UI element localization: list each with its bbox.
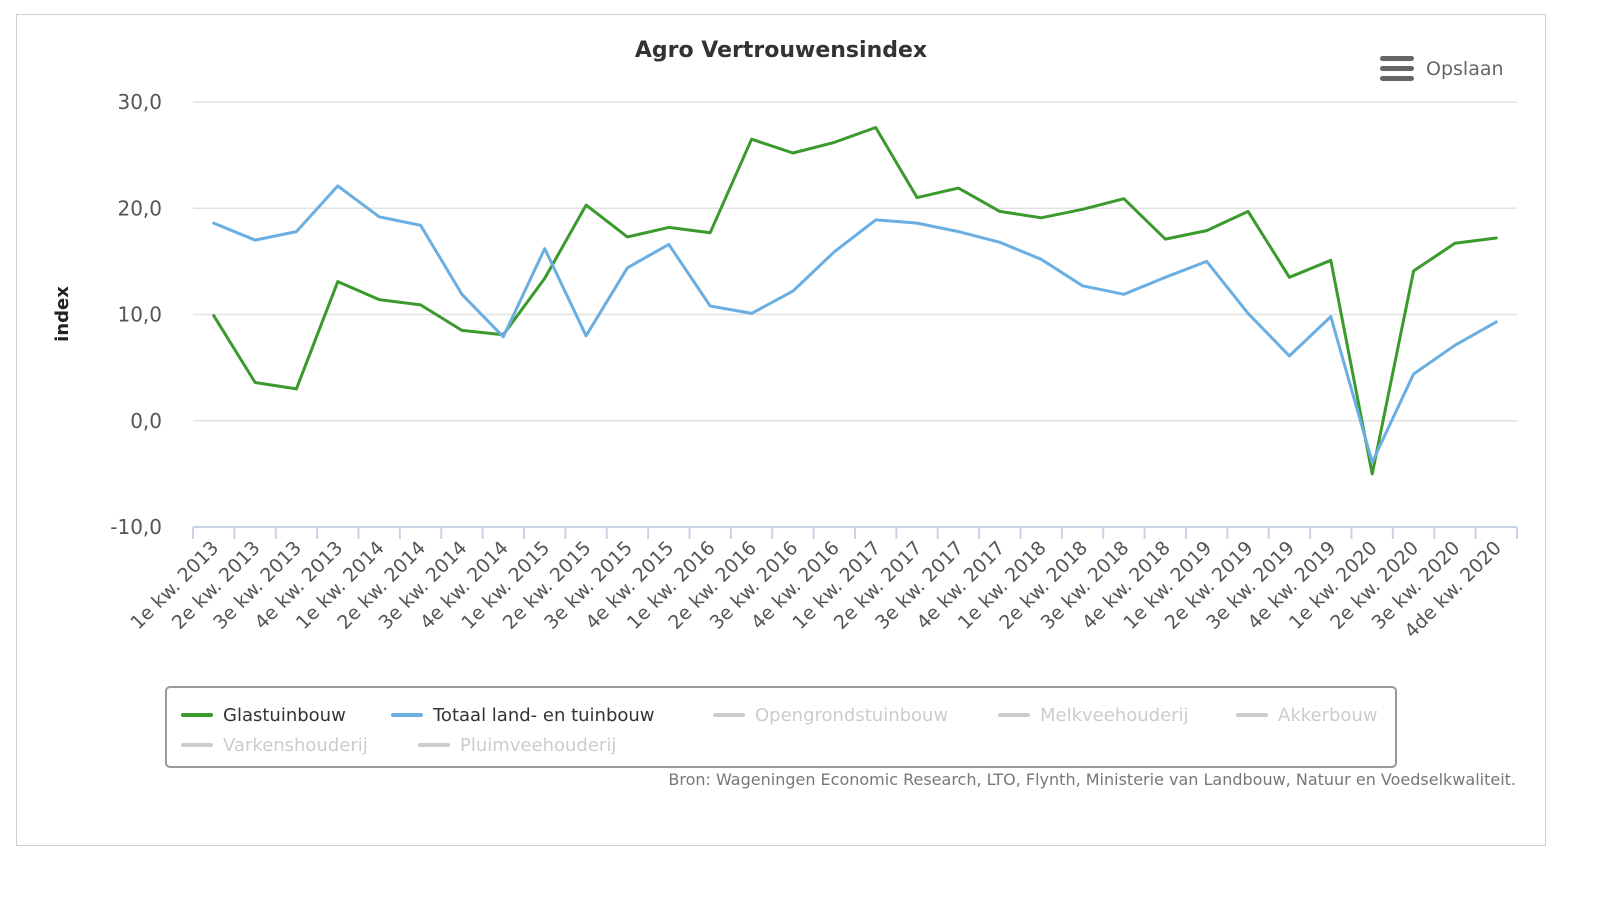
legend-label: Varkenshouderij	[223, 734, 368, 756]
y-tick-label: 0,0	[130, 409, 162, 433]
hamburger-menu-icon	[1380, 56, 1414, 82]
chart-title: Agro Vertrouwensindex	[634, 38, 928, 63]
legend-item-melkveehouderij[interactable]: Melkveehouderij	[998, 702, 1189, 728]
series-line	[212, 184, 1498, 464]
save-label: Opslaan	[1426, 58, 1504, 80]
legend-item-varkenshouderij[interactable]: Varkenshouderij	[181, 732, 368, 758]
series-line	[212, 126, 1498, 476]
y-tick-label: -10,0	[110, 515, 162, 539]
legend-label: Akkerbouw	[1278, 704, 1378, 726]
legend-swatch	[998, 713, 1030, 717]
legend-swatch	[418, 743, 450, 747]
legend-item-akkerbouw[interactable]: Akkerbouw	[1236, 702, 1378, 728]
save-menu-button[interactable]: Opslaan	[1380, 54, 1504, 84]
legend-swatch	[713, 713, 745, 717]
legend-label: Pluimveehouderij	[460, 734, 617, 756]
legend-item-totaal[interactable]: Totaal land- en tuinbouw	[391, 702, 655, 728]
legend-swatch	[1236, 713, 1268, 717]
legend-item-glastuinbouw[interactable]: Glastuinbouw	[181, 702, 346, 728]
y-tick-label: 10,0	[117, 303, 162, 327]
legend-item-opengrondstuinbouw[interactable]: Opengrondstuinbouw	[713, 702, 948, 728]
y-tick-label: 20,0	[117, 196, 162, 220]
legend-swatch	[181, 713, 213, 717]
legend-item-pluimveehouderij[interactable]: Pluimveehouderij	[418, 732, 616, 758]
legend-label: Melkveehouderij	[1040, 704, 1189, 726]
legend-swatch	[391, 713, 423, 717]
source-credit: Bron: Wageningen Economic Research, LTO,…	[668, 770, 1516, 789]
y-tick-label: 30,0	[117, 90, 162, 114]
legend-swatch	[181, 743, 213, 747]
legend: Glastuinbouw Totaal land- en tuinbouw Op…	[165, 686, 1397, 768]
legend-label: Glastuinbouw	[223, 704, 346, 726]
legend-label: Opengrondstuinbouw	[755, 704, 949, 726]
y-axis-title: index	[52, 286, 73, 342]
legend-label: Totaal land- en tuinbouw	[433, 704, 655, 726]
